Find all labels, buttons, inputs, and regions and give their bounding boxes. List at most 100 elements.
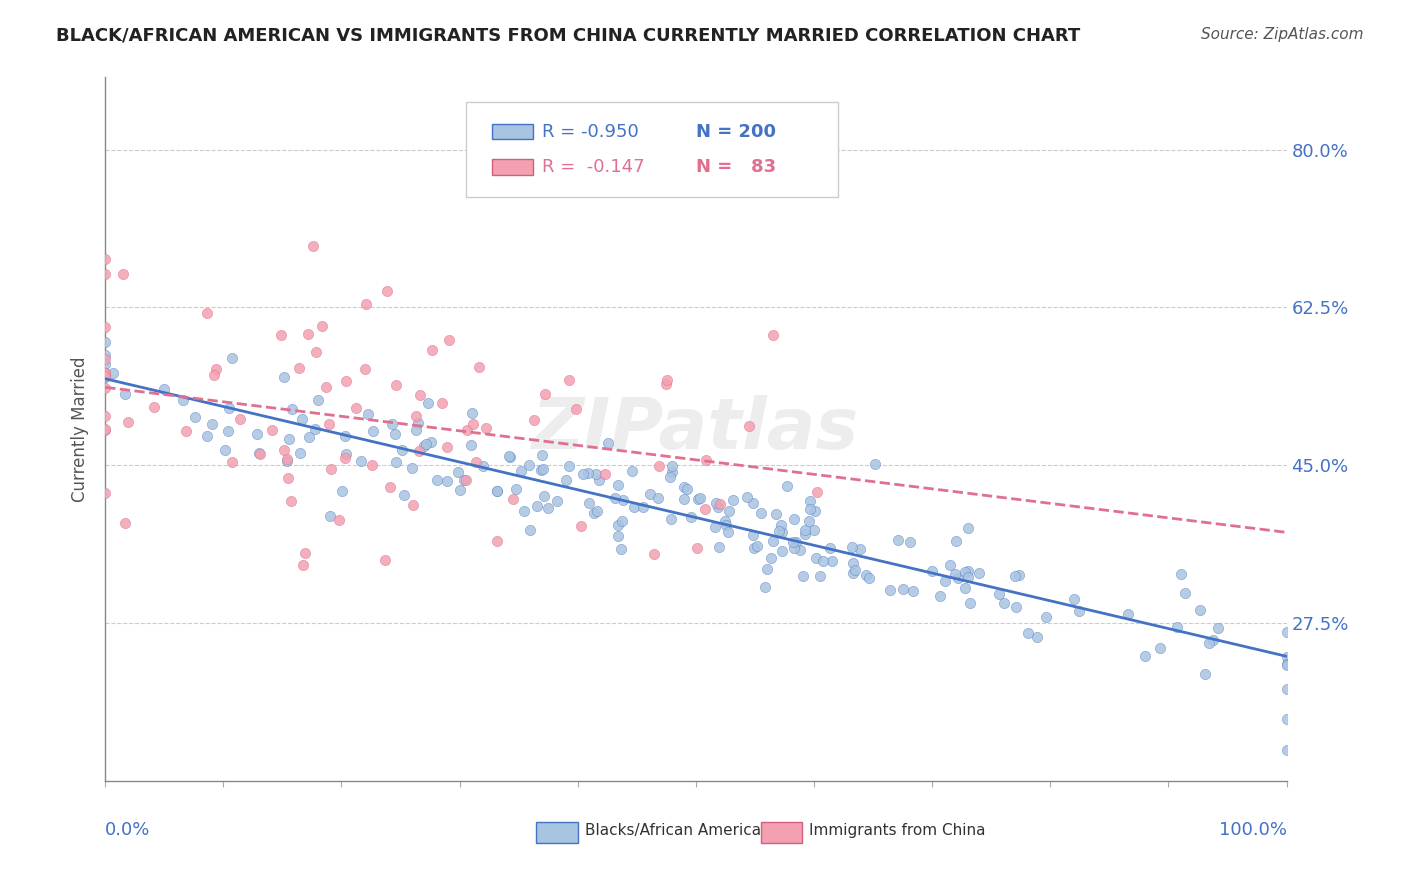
Point bbox=[101, 366, 124, 380]
Point bbox=[953, 582, 976, 596]
Point bbox=[449, 483, 471, 497]
Text: ZIPatlas: ZIPatlas bbox=[533, 394, 859, 464]
Point bbox=[94, 348, 117, 362]
Point bbox=[430, 396, 453, 410]
Point bbox=[311, 319, 333, 334]
Point bbox=[865, 457, 887, 471]
Point bbox=[249, 447, 271, 461]
Point bbox=[939, 558, 962, 573]
Point bbox=[1004, 569, 1026, 583]
Point bbox=[409, 388, 432, 402]
Point bbox=[765, 507, 787, 521]
Text: N =   83: N = 83 bbox=[696, 158, 776, 176]
Point bbox=[762, 534, 785, 549]
Point bbox=[523, 413, 546, 427]
Point bbox=[1202, 632, 1225, 647]
Point bbox=[301, 239, 323, 253]
Point bbox=[1174, 586, 1197, 600]
Point bbox=[1275, 657, 1298, 671]
Point bbox=[277, 471, 299, 485]
Point bbox=[375, 285, 398, 299]
Point bbox=[94, 368, 117, 383]
Point bbox=[335, 447, 357, 461]
Point bbox=[328, 513, 350, 527]
Point bbox=[776, 479, 799, 493]
Point bbox=[821, 554, 844, 568]
Point bbox=[176, 425, 198, 439]
Point bbox=[402, 498, 425, 512]
Point bbox=[374, 553, 396, 567]
Point bbox=[288, 361, 311, 376]
Point bbox=[704, 496, 727, 510]
FancyBboxPatch shape bbox=[761, 822, 803, 843]
Point bbox=[221, 455, 243, 469]
Point bbox=[391, 443, 413, 458]
Point bbox=[598, 436, 620, 450]
Point bbox=[517, 458, 540, 472]
Point bbox=[673, 492, 696, 507]
Point bbox=[385, 378, 408, 392]
Point bbox=[1198, 635, 1220, 649]
Point bbox=[693, 502, 716, 516]
Point bbox=[647, 491, 669, 505]
Point bbox=[803, 523, 825, 537]
Point bbox=[713, 514, 735, 528]
Point bbox=[546, 494, 568, 508]
Point bbox=[648, 459, 671, 474]
Point bbox=[849, 541, 872, 556]
Y-axis label: Currently Married: Currently Married bbox=[72, 357, 89, 502]
Point bbox=[384, 427, 406, 442]
Point bbox=[505, 483, 527, 497]
Point bbox=[447, 466, 470, 480]
Point bbox=[280, 494, 302, 508]
Point bbox=[297, 327, 319, 342]
Point bbox=[1275, 649, 1298, 664]
Point bbox=[333, 428, 356, 442]
Point bbox=[782, 535, 804, 549]
Point bbox=[94, 357, 117, 371]
Point bbox=[94, 409, 117, 424]
Point bbox=[1133, 648, 1156, 663]
Point bbox=[530, 448, 553, 462]
Point bbox=[887, 533, 910, 548]
Point bbox=[94, 351, 117, 366]
Point bbox=[929, 590, 952, 604]
Point bbox=[755, 562, 778, 576]
Point bbox=[586, 504, 609, 518]
Point bbox=[273, 443, 295, 458]
Point bbox=[557, 459, 579, 474]
Point bbox=[741, 528, 763, 542]
Point bbox=[381, 417, 404, 431]
Point bbox=[806, 485, 828, 500]
Point bbox=[413, 439, 436, 453]
Point bbox=[783, 541, 806, 555]
Point bbox=[335, 375, 357, 389]
Point bbox=[593, 467, 616, 481]
Point bbox=[519, 523, 541, 537]
Point bbox=[426, 473, 449, 487]
Point bbox=[783, 512, 806, 526]
Text: BLACK/AFRICAN AMERICAN VS IMMIGRANTS FROM CHINA CURRENTLY MARRIED CORRELATION CH: BLACK/AFRICAN AMERICAN VS IMMIGRANTS FRO… bbox=[56, 27, 1080, 45]
Point bbox=[260, 423, 283, 437]
Point bbox=[742, 496, 765, 510]
Point bbox=[420, 343, 443, 357]
Point bbox=[273, 370, 295, 384]
Point bbox=[956, 521, 979, 535]
Point bbox=[415, 437, 437, 451]
Point bbox=[172, 393, 194, 408]
Point bbox=[276, 453, 298, 467]
Text: Blacks/African Americans: Blacks/African Americans bbox=[585, 822, 779, 838]
Point bbox=[304, 422, 326, 436]
Point bbox=[533, 387, 555, 401]
Point bbox=[716, 517, 738, 532]
Point bbox=[498, 449, 520, 463]
Point bbox=[1206, 621, 1229, 635]
Point bbox=[290, 446, 312, 460]
Point bbox=[901, 583, 924, 598]
Point bbox=[437, 334, 460, 348]
Point bbox=[94, 252, 117, 266]
Point bbox=[344, 401, 367, 415]
Point bbox=[891, 582, 914, 596]
Point bbox=[735, 490, 758, 504]
Point bbox=[762, 327, 785, 342]
